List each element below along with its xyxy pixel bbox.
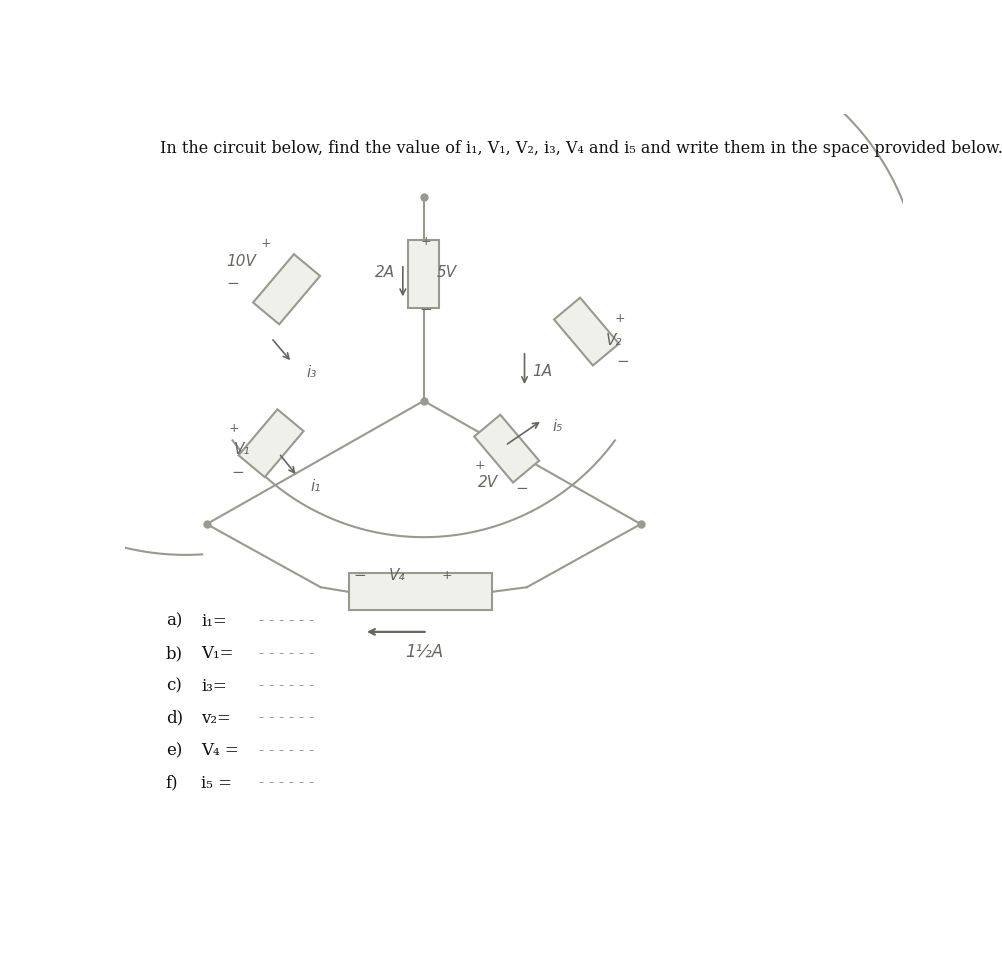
Text: 2V: 2V: [478, 475, 498, 490]
Text: V₁: V₁: [233, 442, 249, 456]
Text: −: −: [353, 567, 366, 582]
Text: - - - - - -: - - - - - -: [259, 614, 314, 628]
Text: +: +: [421, 235, 431, 248]
Text: −: −: [231, 465, 243, 480]
Text: - - - - - -: - - - - - -: [259, 743, 314, 757]
Text: f): f): [165, 774, 178, 791]
Text: a): a): [165, 612, 182, 629]
Text: 1½A: 1½A: [404, 643, 442, 660]
Text: b): b): [165, 645, 182, 661]
Text: 2A: 2A: [375, 264, 395, 280]
Text: −: −: [419, 302, 432, 317]
Text: - - - - - -: - - - - - -: [259, 678, 314, 692]
Text: i₁: i₁: [310, 479, 320, 494]
Polygon shape: [474, 415, 539, 483]
Text: V₂: V₂: [605, 333, 621, 348]
Polygon shape: [553, 298, 618, 366]
Text: In the circuit below, find the value of i₁, V₁, V₂, i₃, V₄ and i₅ and write them: In the circuit below, find the value of …: [160, 140, 1002, 157]
Text: V₄: V₄: [388, 567, 405, 582]
Text: −: −: [616, 354, 628, 369]
Text: 1A: 1A: [532, 363, 552, 379]
Text: i₅ =: i₅ =: [201, 774, 232, 791]
Text: i₃: i₃: [306, 365, 317, 380]
Text: i₁=: i₁=: [201, 612, 226, 629]
Text: c): c): [165, 677, 181, 694]
Polygon shape: [253, 255, 320, 325]
Text: V₁=: V₁=: [201, 645, 233, 661]
Text: e): e): [165, 742, 182, 758]
Text: +: +: [261, 236, 272, 250]
Text: - - - - - -: - - - - - -: [259, 776, 314, 789]
Text: +: +: [441, 568, 452, 581]
Text: −: −: [515, 480, 528, 495]
Bar: [349, 574, 491, 610]
Text: - - - - - -: - - - - - -: [259, 646, 314, 660]
Polygon shape: [408, 240, 439, 308]
Text: 10V: 10V: [226, 254, 257, 269]
Text: 5V: 5V: [437, 264, 457, 280]
Text: d): d): [165, 709, 182, 727]
Text: i₃=: i₃=: [201, 677, 226, 694]
Polygon shape: [238, 410, 304, 478]
Text: +: +: [475, 458, 485, 471]
Text: −: −: [225, 276, 238, 290]
Text: +: +: [228, 421, 238, 434]
Text: - - - - - -: - - - - - -: [259, 710, 314, 725]
Text: i₅: i₅: [552, 419, 562, 433]
Text: +: +: [614, 312, 624, 325]
Text: v₂=: v₂=: [201, 709, 231, 727]
Text: V₄ =: V₄ =: [201, 742, 238, 758]
